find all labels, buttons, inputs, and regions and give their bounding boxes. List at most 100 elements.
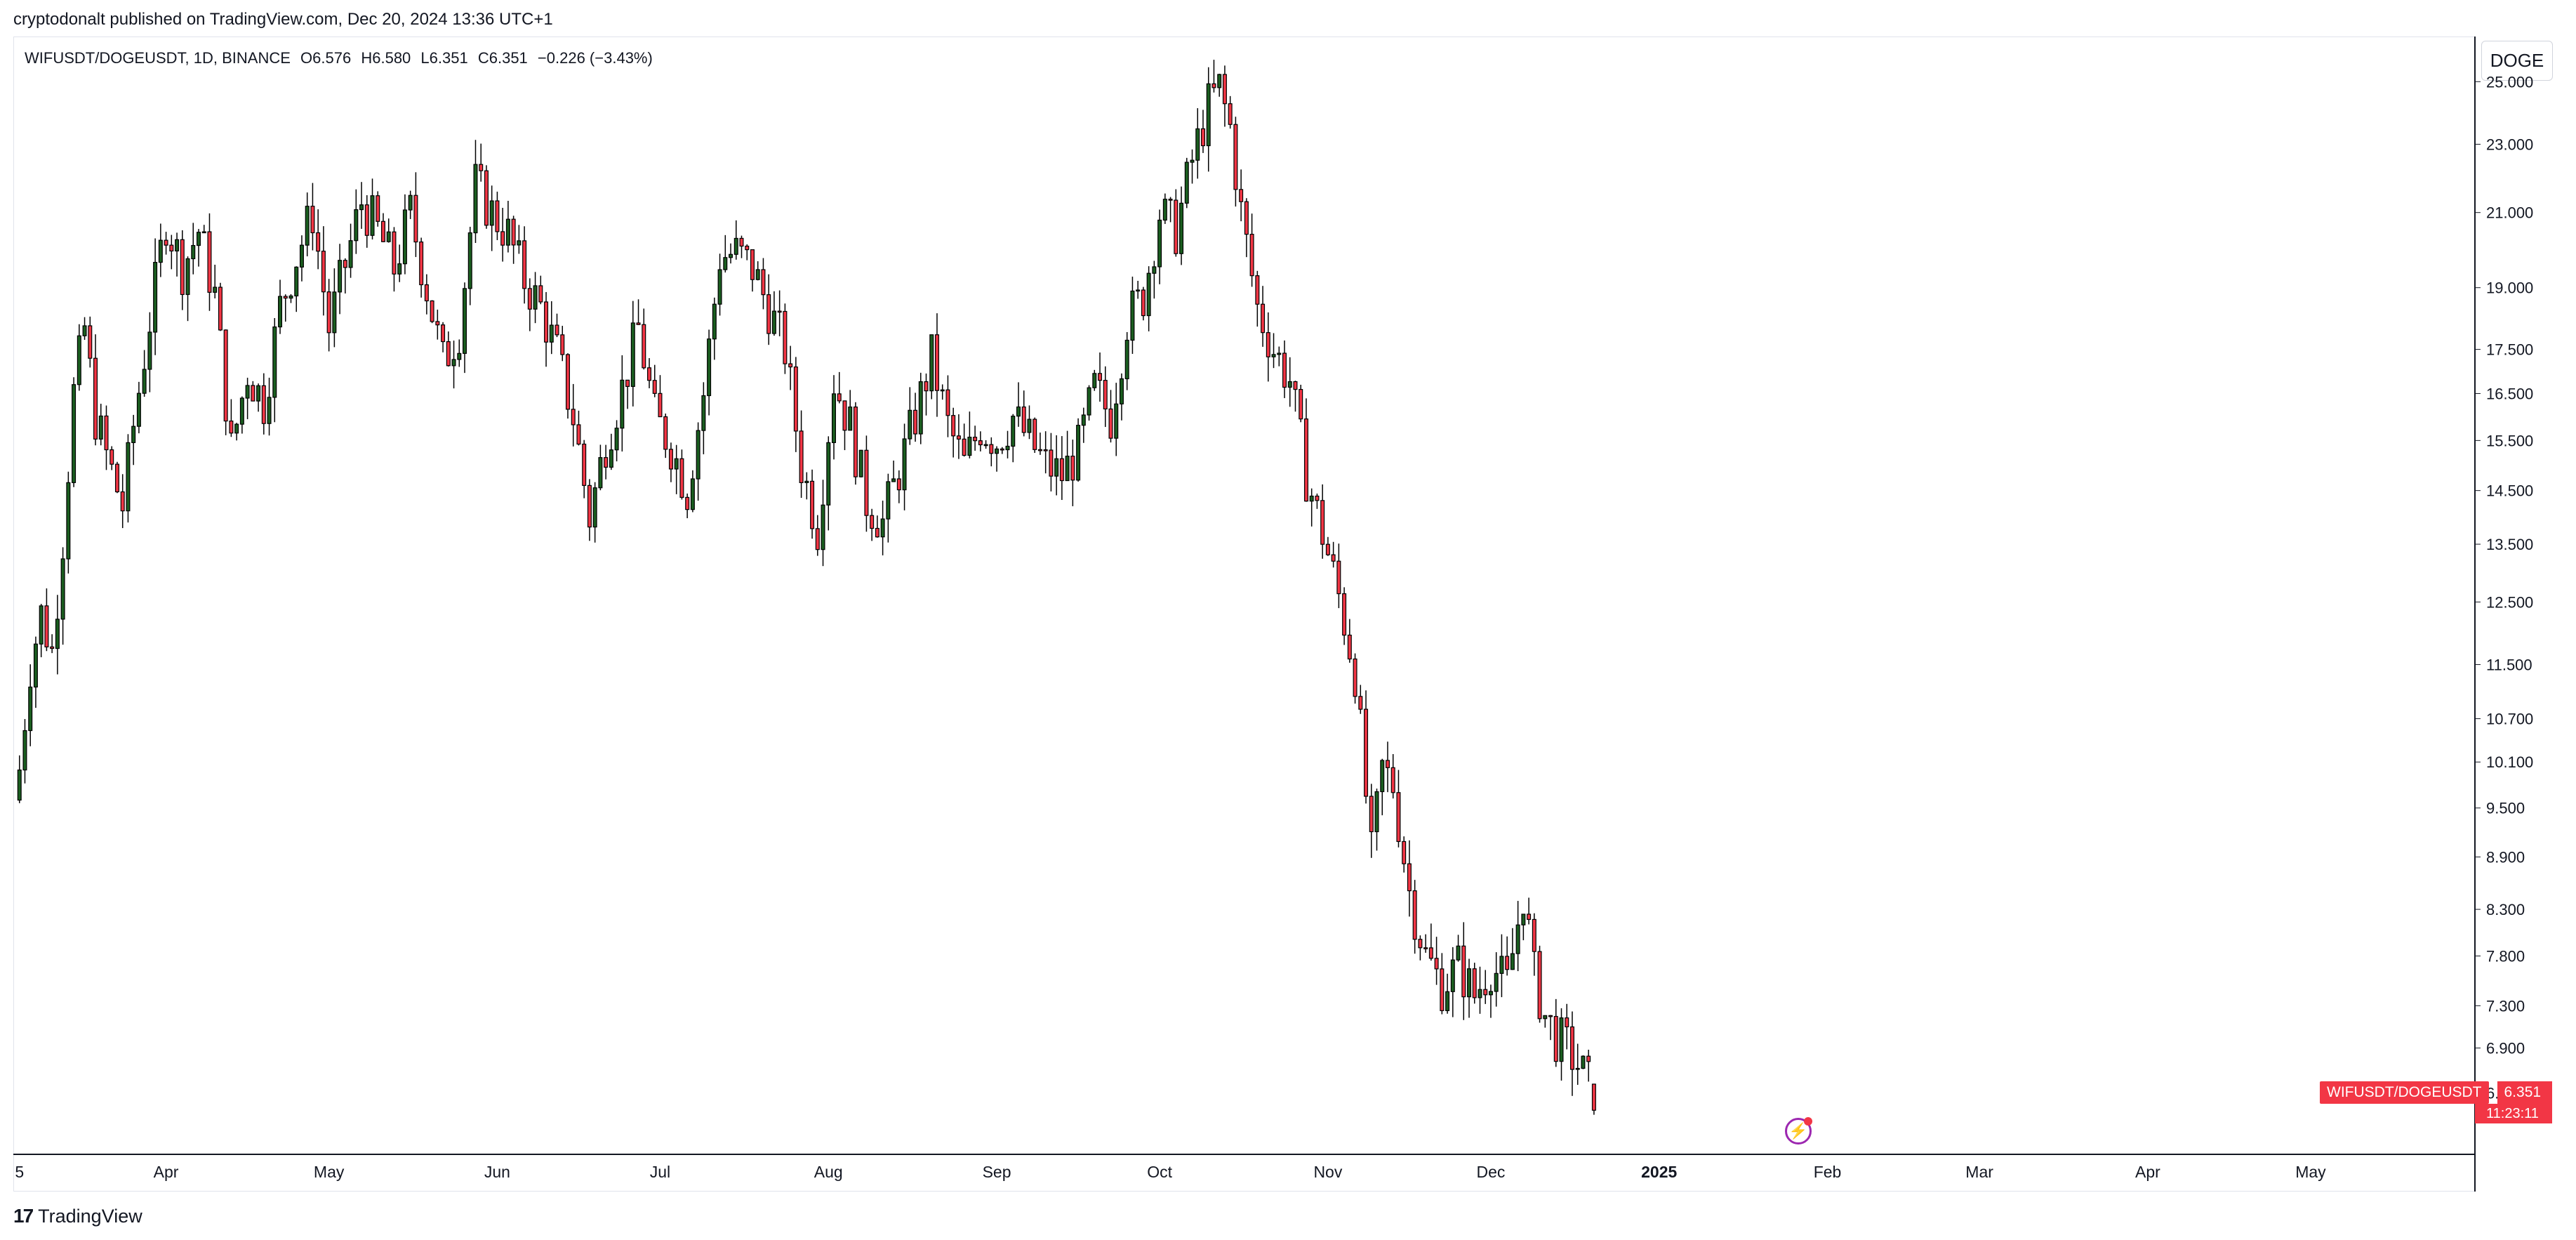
candle-body <box>604 457 609 468</box>
candle-body <box>359 204 364 211</box>
candle-body <box>696 430 701 480</box>
candle-body <box>1412 890 1417 940</box>
candle-body <box>223 329 228 422</box>
candle-body <box>750 249 755 280</box>
candle-body <box>1450 959 1455 992</box>
candle-body <box>1478 989 1482 998</box>
candle-body <box>261 385 266 424</box>
candle-body <box>164 239 168 246</box>
candle-body <box>430 300 434 322</box>
candle-body <box>1543 1015 1548 1020</box>
price-tick-label: 13.500 <box>2486 536 2533 553</box>
candle-body <box>1005 445 1010 451</box>
time-tick-label: Oct <box>1147 1163 1172 1181</box>
price-tick-label: 9.500 <box>2486 800 2525 817</box>
candle-body <box>799 430 804 483</box>
price-axis[interactable] <box>2474 37 2562 1192</box>
candle-body <box>625 379 630 388</box>
candle-body <box>28 686 33 732</box>
candle-body <box>1434 958 1439 970</box>
candle-body <box>392 231 397 275</box>
candle-body <box>1527 913 1532 921</box>
time-tick-label: Jul <box>650 1163 670 1181</box>
candle-body <box>826 442 831 506</box>
candle-body <box>527 288 532 310</box>
candle-body <box>1130 290 1135 341</box>
candle-body <box>1021 406 1026 433</box>
candle-body <box>207 231 212 293</box>
candle-body <box>332 291 337 334</box>
candle-body <box>832 393 836 443</box>
candle-body <box>815 528 820 550</box>
candle-body <box>1364 708 1369 797</box>
time-tick-label: Sep <box>983 1163 1011 1181</box>
candle-body <box>973 436 978 442</box>
candle-body <box>1553 1015 1558 1062</box>
candle-body <box>1336 560 1341 595</box>
candle-body <box>598 457 603 489</box>
candle-body <box>848 407 853 431</box>
candle-body <box>1184 161 1189 204</box>
price-tick-label: 7.800 <box>2486 948 2525 965</box>
candle-body <box>1331 554 1336 562</box>
candle-body <box>218 286 223 331</box>
candle-body <box>1461 945 1466 998</box>
candle-body <box>533 285 538 310</box>
candle-body <box>489 200 494 226</box>
candle-body <box>326 291 331 334</box>
candle-body <box>983 444 988 447</box>
tradingview-brand[interactable]: 17 TradingView <box>13 1205 142 1227</box>
candle-body <box>1076 425 1081 481</box>
price-tick-label: 12.500 <box>2486 593 2533 611</box>
candle-body <box>93 357 98 440</box>
candle-body <box>902 438 907 491</box>
candle-body <box>962 438 967 456</box>
candle-body <box>1239 189 1244 202</box>
candle-body <box>158 239 163 263</box>
candle-body <box>1217 74 1222 88</box>
candle-body <box>1374 791 1379 833</box>
candle-body <box>788 363 793 368</box>
candle-body <box>316 232 321 252</box>
time-tick-label: Nov <box>1313 1163 1342 1181</box>
candle-body <box>299 244 304 268</box>
symbol-legend: WIFUSDT/DOGEUSDT, 1D, BINANCE O6.576 H6.… <box>25 49 658 67</box>
candle-body <box>1385 760 1390 768</box>
candle-body <box>1049 449 1054 477</box>
candle-body <box>908 409 912 440</box>
candle-body <box>1467 968 1472 998</box>
candle-body <box>565 354 570 410</box>
price-tick-label: 17.500 <box>2486 341 2533 359</box>
candle-body <box>668 449 673 470</box>
lightning-bolt-icon[interactable]: ⚡ <box>1785 1117 1812 1145</box>
price-tick-label: 10.100 <box>2486 753 2533 771</box>
candle-body <box>376 195 380 222</box>
currency-button[interactable]: DOGE <box>2481 41 2553 81</box>
candle-body <box>951 415 956 437</box>
candle-body <box>1108 408 1113 439</box>
candle-body <box>1499 956 1504 974</box>
candle-body <box>1277 352 1282 355</box>
candle-body <box>549 324 554 343</box>
candle-body <box>620 379 625 429</box>
candle-body <box>1309 495 1314 502</box>
candle-body <box>44 605 49 647</box>
candle-body <box>505 218 510 246</box>
candle-body <box>17 770 22 801</box>
candle-body <box>1103 380 1108 410</box>
candle-body <box>614 428 619 451</box>
candle-body <box>1081 414 1086 426</box>
candle-body <box>114 463 119 493</box>
candle-body <box>1548 1015 1553 1017</box>
candle-body <box>82 325 87 336</box>
candle-body <box>1325 543 1330 555</box>
candle-body <box>1266 332 1270 357</box>
candle-body <box>842 400 847 431</box>
brand-label: TradingView <box>38 1205 142 1227</box>
candle-body <box>180 239 185 296</box>
candle-body <box>66 482 71 560</box>
price-tick-label: 7.300 <box>2486 997 2525 1015</box>
symbol-pair[interactable]: WIFUSDT/DOGEUSDT, 1D, BINANCE <box>25 49 291 67</box>
candle-body <box>739 237 744 247</box>
time-tick-label: May <box>314 1163 345 1181</box>
